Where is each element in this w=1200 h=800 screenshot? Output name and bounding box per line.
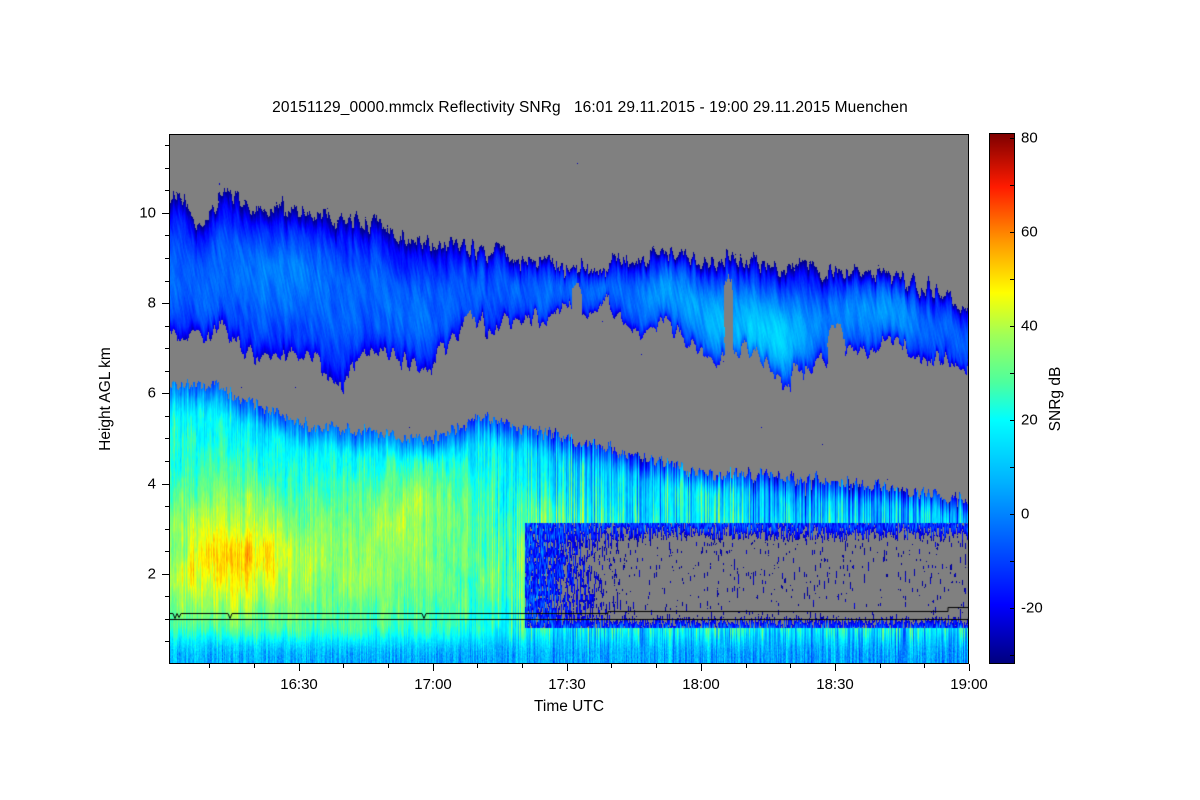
y-axis-minor-tick [165,551,169,552]
y-axis-minor-tick [165,438,169,439]
colorbar-tick [1010,232,1015,233]
x-axis-tick-label: 19:00 [950,676,988,693]
y-axis-minor-tick [165,506,169,507]
x-axis-minor-tick [343,664,344,668]
y-axis-tick-label: 8 [147,294,156,312]
y-axis-minor-tick [165,529,169,530]
y-axis-minor-tick [165,281,169,282]
y-axis-major-tick [162,393,169,394]
y-axis-minor-tick [165,619,169,620]
colorbar-tick [1010,326,1015,327]
x-axis-major-tick [567,664,568,671]
colorbar-tick [1010,655,1015,656]
colorbar-title: SNRg dB [1047,366,1064,432]
y-axis-major-tick [162,213,169,214]
y-axis-minor-tick [165,145,169,146]
y-axis-minor-tick [165,641,169,642]
y-axis-title: Height AGL km [97,347,114,451]
page-title: 20151129_0000.mmclx Reflectivity SNRg 16… [272,99,908,116]
y-axis-minor-tick [165,371,169,372]
x-axis-tick-label: 17:30 [548,676,586,693]
heatmap-canvas [170,135,968,663]
y-axis-minor-tick [165,596,169,597]
colorbar-tick-label: 60 [1021,223,1038,241]
y-axis-tick-label: 4 [147,475,156,493]
x-axis-tick-label: 18:00 [682,676,720,693]
x-axis-minor-tick [790,664,791,668]
x-axis-minor-tick [924,664,925,668]
y-axis-minor-tick [165,416,169,417]
y-axis-minor-tick [165,190,169,191]
x-axis-major-tick [701,664,702,671]
colorbar-tick-label: 80 [1021,129,1038,147]
x-axis-minor-tick [611,664,612,668]
y-axis-minor-tick [165,168,169,169]
x-axis-minor-tick [209,664,210,668]
y-axis-minor-tick [165,258,169,259]
y-axis-tick-label: 2 [147,565,156,583]
colorbar-tick-label: 0 [1021,505,1030,523]
x-axis-tick-label: 18:30 [816,676,854,693]
x-axis-major-tick [299,664,300,671]
colorbar-tick-label: 20 [1021,411,1038,429]
colorbar-tick [1010,279,1015,280]
y-axis-major-tick [162,484,169,485]
x-axis-minor-tick [388,664,389,668]
x-axis-title: Time UTC [533,698,605,715]
x-axis-minor-tick [880,664,881,668]
x-axis-minor-tick [477,664,478,668]
y-axis-major-tick [162,303,169,304]
y-axis-minor-tick [165,348,169,349]
x-axis-minor-tick [656,664,657,668]
x-axis-minor-tick [254,664,255,668]
y-axis-minor-tick [165,461,169,462]
y-axis-tick-label: 10 [139,204,156,222]
x-axis-minor-tick [522,664,523,668]
colorbar [989,133,1015,664]
x-axis-major-tick [969,664,970,671]
colorbar-tick [1010,420,1015,421]
x-axis-major-tick [835,664,836,671]
colorbar-tick [1010,138,1015,139]
colorbar-tick [1010,185,1015,186]
y-axis-minor-tick [165,326,169,327]
colorbar-tick [1010,608,1015,609]
y-axis-tick-label: 6 [147,384,156,402]
x-axis-tick-label: 16:30 [280,676,318,693]
colorbar-gradient [990,134,1014,663]
colorbar-tick [1010,373,1015,374]
colorbar-tick [1010,561,1015,562]
colorbar-tick [1010,467,1015,468]
y-axis-minor-tick [165,235,169,236]
heatmap-plot-area [169,134,969,664]
colorbar-tick-label: -20 [1021,599,1043,617]
x-axis-minor-tick [746,664,747,668]
y-axis-major-tick [162,574,169,575]
colorbar-tick-label: 40 [1021,317,1038,335]
colorbar-tick [1010,514,1015,515]
x-axis-major-tick [433,664,434,671]
x-axis-tick-label: 17:00 [414,676,452,693]
